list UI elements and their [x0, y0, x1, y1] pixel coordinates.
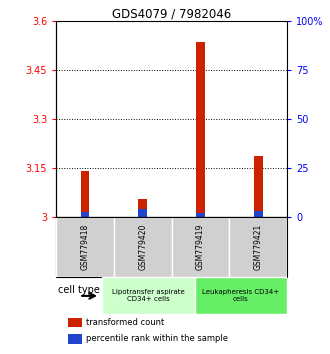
Bar: [56, 217, 114, 278]
Text: Leukapheresis CD34+
cells: Leukapheresis CD34+ cells: [202, 290, 280, 302]
Text: GSM779418: GSM779418: [81, 224, 89, 270]
Text: transformed count: transformed count: [86, 318, 164, 327]
Title: GDS4079 / 7982046: GDS4079 / 7982046: [112, 7, 231, 20]
Bar: [102, 278, 195, 314]
Bar: [81, 171, 89, 217]
Bar: [172, 217, 229, 278]
Bar: [254, 211, 263, 217]
Text: cell type: cell type: [58, 285, 100, 295]
Bar: [196, 213, 205, 217]
Text: GSM779419: GSM779419: [196, 224, 205, 270]
Text: Lipotransfer aspirate
CD34+ cells: Lipotransfer aspirate CD34+ cells: [112, 290, 185, 302]
Text: percentile rank within the sample: percentile rank within the sample: [86, 334, 228, 343]
Bar: [229, 217, 287, 278]
Bar: [138, 210, 147, 217]
Bar: [195, 278, 287, 314]
Text: GSM779420: GSM779420: [138, 224, 147, 270]
Bar: [81, 212, 89, 217]
Bar: [114, 217, 172, 278]
Text: GSM779421: GSM779421: [254, 224, 263, 270]
Bar: [138, 199, 147, 217]
Bar: [254, 156, 263, 217]
Bar: [196, 42, 205, 217]
Bar: [68, 334, 82, 344]
Bar: [68, 318, 82, 327]
